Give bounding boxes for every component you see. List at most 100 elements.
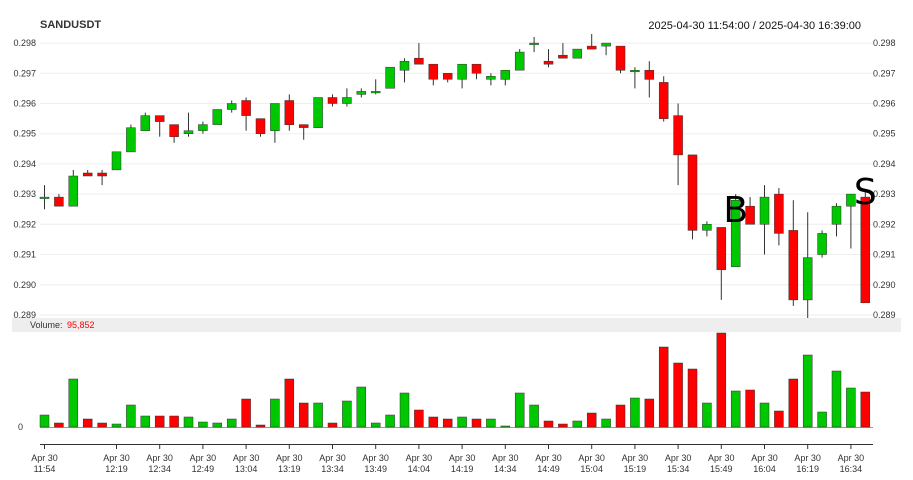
volume-bar bbox=[284, 378, 295, 428]
price-tick-label: 0.297 bbox=[13, 68, 36, 78]
volume-bar bbox=[817, 411, 827, 428]
volume-bar bbox=[370, 422, 381, 428]
price-tick-label: 0.290 bbox=[13, 280, 36, 290]
volume-bar bbox=[442, 418, 453, 428]
price-axis-left: 0.298 0.297 0.296 0.295 0.294 0.293 0.292 0.291… bbox=[13, 38, 36, 320]
volume-bar bbox=[154, 415, 165, 428]
volume-bar bbox=[356, 386, 367, 428]
price-tick-label: 0.296 bbox=[13, 99, 36, 109]
candle-body bbox=[140, 115, 151, 131]
volume-bar bbox=[802, 354, 813, 428]
candle-body bbox=[82, 172, 93, 177]
volume-bar bbox=[716, 332, 727, 428]
time-tick-label: 13:19 bbox=[278, 464, 301, 474]
price-tick-label: 0.298 bbox=[873, 38, 896, 48]
price-tick-label: 0.290 bbox=[873, 280, 896, 290]
volume-bar bbox=[39, 414, 50, 428]
volume-bar bbox=[730, 390, 741, 428]
time-tick-label: 15:34 bbox=[667, 464, 690, 474]
time-tick-label: 12:49 bbox=[192, 464, 215, 474]
volume-bar bbox=[486, 418, 496, 428]
volume-bar bbox=[702, 402, 712, 428]
candle-body bbox=[514, 51, 525, 71]
candle-body bbox=[471, 63, 482, 74]
candle-body bbox=[111, 151, 122, 171]
volume-bar bbox=[586, 412, 597, 428]
candle-body bbox=[241, 100, 251, 116]
price-tick-label: 0.289 bbox=[13, 310, 36, 320]
volume-bar bbox=[630, 397, 640, 428]
volume-bar bbox=[82, 418, 93, 428]
volume-bar bbox=[745, 389, 755, 428]
candle-body bbox=[486, 76, 496, 80]
volume-bar bbox=[543, 420, 554, 428]
trade-marker-s: S bbox=[854, 172, 877, 213]
price-tick-label: 0.295 bbox=[13, 129, 36, 139]
volume-bar bbox=[658, 346, 669, 428]
candle-body bbox=[169, 124, 179, 137]
time-tick-label: 12:19 bbox=[105, 464, 128, 474]
time-tick-label: Apr 30 bbox=[233, 453, 260, 463]
price-tick-label: 0.297 bbox=[873, 68, 896, 78]
time-tick-label: 11:54 bbox=[34, 464, 56, 474]
volume-bar bbox=[471, 418, 482, 428]
volume-bar bbox=[644, 398, 655, 428]
candle-body bbox=[313, 97, 323, 128]
volume-label: Volume: bbox=[30, 320, 63, 330]
candle-body bbox=[630, 70, 640, 73]
price-tick-label: 0.292 bbox=[13, 219, 36, 229]
volume-bar bbox=[673, 362, 683, 428]
trade-marker-b: B bbox=[723, 190, 748, 231]
candle-body bbox=[370, 91, 381, 94]
candle-body bbox=[183, 130, 194, 134]
volume-bar bbox=[687, 368, 698, 428]
volume-bar bbox=[54, 422, 64, 428]
time-tick-label: 13:49 bbox=[364, 464, 387, 474]
volume-bar bbox=[572, 420, 583, 428]
candle-body bbox=[601, 42, 611, 47]
time-tick-label: 12:34 bbox=[148, 464, 171, 474]
candle-body bbox=[702, 224, 712, 231]
candle-body bbox=[543, 60, 554, 65]
volume-bar bbox=[846, 387, 856, 428]
price-tick-label: 0.294 bbox=[13, 159, 36, 169]
time-tick-label: Apr 30 bbox=[276, 453, 303, 463]
volume-bar bbox=[198, 421, 208, 428]
time-tick-label: Apr 30 bbox=[362, 453, 389, 463]
time-tick-label: Apr 30 bbox=[578, 453, 605, 463]
candle-body bbox=[500, 70, 511, 80]
volume-label-bar bbox=[12, 318, 901, 332]
volume-bar bbox=[860, 391, 871, 428]
volume-bar bbox=[385, 414, 395, 428]
candle-body bbox=[68, 175, 79, 207]
time-tick-label: Apr 30 bbox=[319, 453, 346, 463]
time-tick-label: 14:49 bbox=[537, 464, 560, 474]
time-tick-label: Apr 30 bbox=[31, 453, 58, 463]
candle-body bbox=[198, 124, 208, 131]
volume-bars bbox=[39, 332, 871, 428]
candle-body bbox=[658, 82, 669, 119]
price-tick-label: 0.291 bbox=[873, 250, 896, 260]
candle-body bbox=[730, 199, 741, 267]
candle-body bbox=[457, 63, 467, 80]
volume-bar bbox=[615, 404, 626, 428]
candle-body bbox=[716, 227, 727, 270]
time-tick-label: 16:34 bbox=[840, 464, 863, 474]
candle-body bbox=[673, 115, 683, 156]
price-axis-right: 0.298 0.297 0.296 0.295 0.294 0.293 0.292 0.291… bbox=[873, 38, 896, 320]
time-tick-label: Apr 30 bbox=[622, 453, 649, 463]
time-tick-label: 16:04 bbox=[753, 464, 776, 474]
time-tick-label: Apr 30 bbox=[794, 453, 821, 463]
volume-bar bbox=[298, 402, 309, 428]
time-tick-label: Apr 30 bbox=[665, 453, 692, 463]
volume-bar bbox=[457, 416, 467, 428]
candle-body bbox=[831, 205, 842, 225]
candle-body bbox=[572, 48, 583, 59]
time-tick-label: Apr 30 bbox=[751, 453, 778, 463]
price-tick-label: 0.293 bbox=[873, 189, 896, 199]
volume-bar bbox=[327, 422, 338, 428]
volume-bar bbox=[126, 404, 136, 428]
candle-body bbox=[759, 196, 770, 225]
time-tick-label: 13:34 bbox=[321, 464, 344, 474]
